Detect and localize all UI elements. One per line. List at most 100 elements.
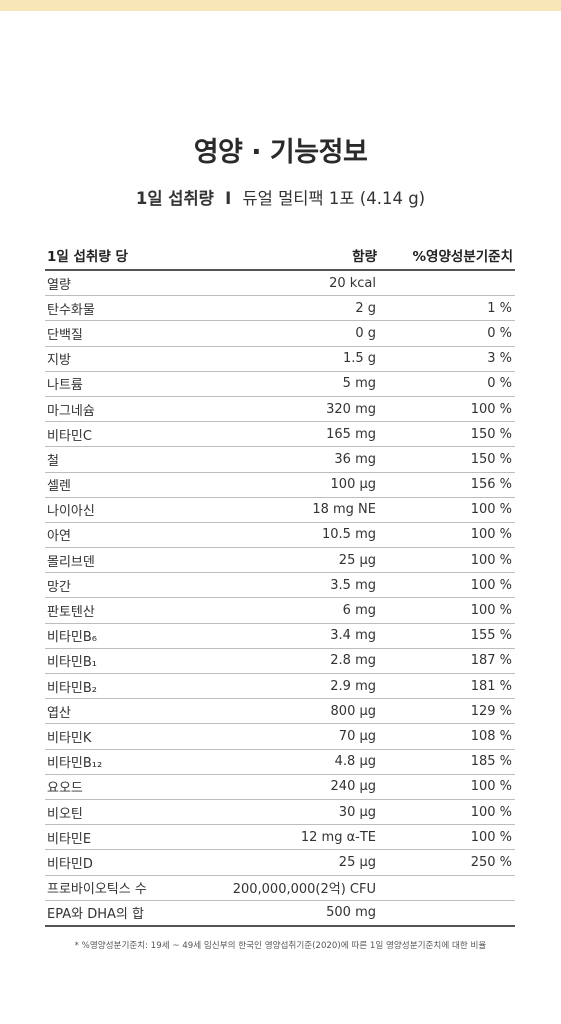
nutrient-amount: 70 μg [214,723,379,750]
header-percent: %영양성분기준치 [379,241,515,271]
table-row: 판토텐산 6 mg 100 % [45,597,515,624]
nutrient-name: 비타민B₁₂ [45,749,214,775]
nutrient-name: EPA와 DHA의 합 [45,900,214,927]
table-row: 비타민B₁₂ 4.8 μg 185 % [45,749,515,775]
nutrient-amount: 2 g [214,295,379,322]
nutrient-name: 나이아신 [45,497,214,523]
nutrient-amount: 3.4 mg [214,623,379,649]
nutrient-amount: 500 mg [214,900,379,927]
table-row: 마그네슘 320 mg 100 % [45,396,515,423]
table-row: 비타민B₆ 3.4 mg 155 % [45,623,515,649]
nutrient-percent: 129 % [379,698,515,725]
nutrient-name: 철 [45,446,214,473]
nutrient-percent: 100 % [379,774,515,800]
nutrient-amount: 240 μg [214,774,379,800]
footnote: * %영양성분기준치: 19세 ~ 49세 임신부의 한국인 영양섭취기준(20… [74,941,487,951]
nutrient-name: 마그네슘 [45,396,214,423]
nutrient-amount: 0 g [214,320,379,347]
nutrient-percent: 100 % [379,824,515,851]
table-row: 비타민B₁ 2.8 mg 187 % [45,648,515,675]
table-row: 비타민K 70 μg 108 % [45,723,515,750]
nutrient-name: 판토텐산 [45,597,214,624]
nutrient-amount: 25 μg [214,849,379,876]
serving-separator: I [225,189,232,208]
nutrient-amount: 2.9 mg [214,673,379,700]
table-row: 프로바이오틱스 수 200,000,000(2억) CFU [45,875,515,901]
table-row: 비타민E 12 mg α-TE 100 % [45,824,515,851]
nutrient-name: 비타민C [45,421,214,448]
nutrient-percent [379,875,515,901]
table-header-row: 1일 섭취량 당 함량 %영양성분기준치 [45,241,515,271]
nutrient-percent: 155 % [379,623,515,649]
nutrient-amount: 165 mg [214,421,379,448]
nutrient-name: 열량 [45,270,214,297]
table-row: 비타민C 165 mg 150 % [45,421,515,448]
header-amount: 함량 [214,241,379,271]
nutrient-amount: 36 mg [214,446,379,473]
nutrient-name: 비타민B₁ [45,648,214,675]
page-title: 영양 · 기능정보 [193,137,368,168]
nutrient-percent: 100 % [379,572,515,599]
nutrient-name: 몰리브덴 [45,547,214,574]
nutrient-percent: 100 % [379,799,515,826]
table-row: 셀렌 100 μg 156 % [45,472,515,498]
nutrient-percent: 0 % [379,371,515,397]
nutrient-percent: 181 % [379,673,515,700]
nutrient-amount: 20 kcal [214,270,379,297]
nutrient-amount: 30 μg [214,799,379,826]
nutrient-percent: 150 % [379,421,515,448]
nutrient-percent [379,270,515,297]
table-row: 비타민D 25 μg 250 % [45,849,515,876]
nutrient-percent [379,900,515,927]
nutrient-percent: 100 % [379,547,515,574]
nutrient-percent: 156 % [379,472,515,498]
nutrient-amount: 320 mg [214,396,379,423]
nutrient-name: 나트륨 [45,371,214,397]
nutrient-percent: 100 % [379,522,515,549]
nutrient-amount: 2.8 mg [214,648,379,675]
nutrient-percent: 3 % [379,346,515,372]
nutrient-percent: 187 % [379,648,515,675]
table-row: 나트륨 5 mg 0 % [45,371,515,397]
nutrient-name: 비타민B₆ [45,623,214,649]
nutrient-name: 아연 [45,522,214,549]
nutrient-percent: 100 % [379,396,515,423]
table-row: 철 36 mg 150 % [45,446,515,473]
nutrient-percent: 0 % [379,320,515,347]
nutrient-amount: 6 mg [214,597,379,624]
nutrient-amount: 18 mg NE [214,497,379,523]
nutrient-name: 엽산 [45,698,214,725]
table-row: 엽산 800 μg 129 % [45,698,515,725]
table-row: 열량 20 kcal [45,270,515,297]
nutrient-amount: 25 μg [214,547,379,574]
nutrient-percent: 185 % [379,749,515,775]
nutrient-amount: 5 mg [214,371,379,397]
nutrient-name: 비타민E [45,824,214,851]
table-row: 비오틴 30 μg 100 % [45,799,515,826]
nutrient-name: 지방 [45,346,214,372]
nutrient-name: 망간 [45,572,214,599]
table-row: 망간 3.5 mg 100 % [45,572,515,599]
nutrient-name: 비타민B₂ [45,673,214,700]
nutrient-percent: 100 % [379,497,515,523]
table-row: 아연 10.5 mg 100 % [45,522,515,549]
nutrient-amount: 10.5 mg [214,522,379,549]
nutrient-amount: 1.5 g [214,346,379,372]
nutrient-percent: 108 % [379,723,515,750]
nutrient-percent: 1 % [379,295,515,322]
table-row: 비타민B₂ 2.9 mg 181 % [45,673,515,700]
nutrient-percent: 150 % [379,446,515,473]
nutrient-name: 비타민D [45,849,214,876]
nutrient-name: 비오틴 [45,799,214,826]
nutrient-name: 단백질 [45,320,214,347]
nutrient-amount: 100 μg [214,472,379,498]
serving-label: 1일 섭취량 [135,189,214,208]
nutrient-name: 프로바이오틱스 수 [45,875,214,901]
nutrient-amount: 800 μg [214,698,379,725]
nutrient-amount: 3.5 mg [214,572,379,599]
nutrient-name: 비타민K [45,723,214,750]
